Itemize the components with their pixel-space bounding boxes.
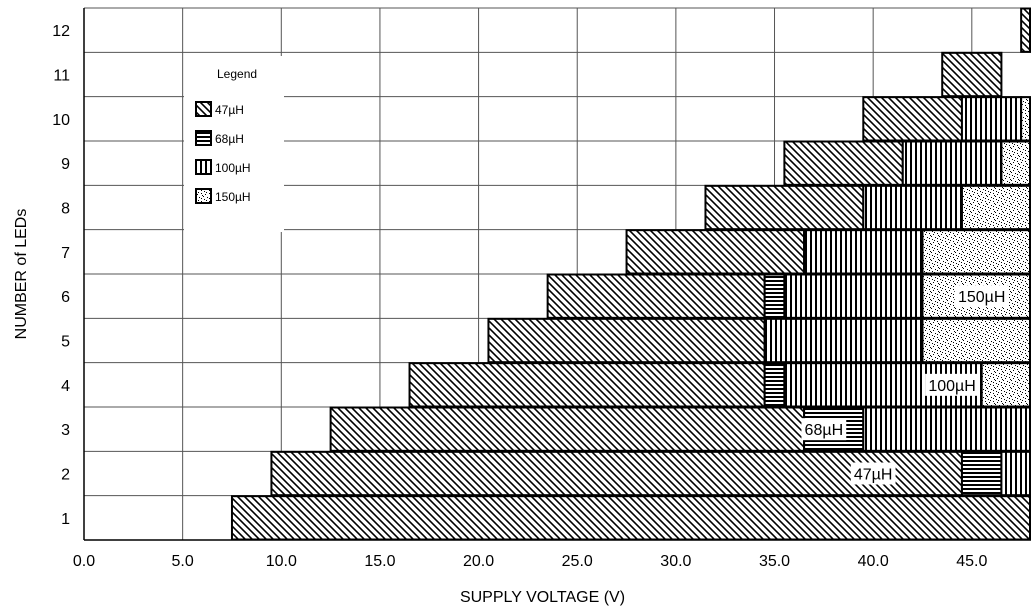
bar-segment-4-leds-i47 bbox=[408, 362, 766, 408]
bar-annotation-label: 68µH bbox=[805, 422, 844, 439]
bar-segment-3-leds-i100 bbox=[862, 406, 1031, 452]
bar-annotation-box bbox=[925, 373, 980, 396]
bar-segment-7-leds-i47 bbox=[625, 229, 806, 275]
y-tick-label: 8 bbox=[61, 201, 70, 218]
y-tick-label: 1 bbox=[61, 511, 70, 528]
x-tick-label: 10.0 bbox=[266, 553, 297, 570]
y-tick-label: 3 bbox=[61, 422, 70, 439]
bar-segment-7-leds-i150 bbox=[921, 229, 1031, 275]
y-tick-label: 12 bbox=[52, 23, 70, 40]
y-tick-label: 11 bbox=[53, 68, 70, 85]
legend-swatch-i68 bbox=[195, 130, 212, 146]
x-tick-label: 20.0 bbox=[463, 553, 494, 570]
bar-segment-1-leds-i47 bbox=[230, 495, 1031, 541]
bar-annotations: 47µH 68µH 100µH 150µH bbox=[801, 285, 1009, 485]
x-tick-label: 15.0 bbox=[364, 553, 395, 570]
bar-segment-8-leds-i150 bbox=[960, 184, 1031, 231]
bar-annotation-box bbox=[850, 462, 896, 485]
bar-segment-4-leds-i150 bbox=[980, 362, 1031, 408]
y-tick-label: 9 bbox=[61, 156, 70, 173]
bar-segment-10-leds-i100 bbox=[960, 96, 1023, 142]
legend-label-i47: 47µH bbox=[215, 103, 244, 117]
x-tick-label: 35.0 bbox=[759, 553, 790, 570]
bar-segment-6-leds-i100 bbox=[783, 273, 924, 319]
bar-segment-10-leds-i47 bbox=[862, 96, 963, 142]
y-tick-label: 10 bbox=[52, 112, 70, 129]
legend: Legend 47µH 68µH 100µH 150µH bbox=[184, 56, 284, 232]
x-tick-label: 0.0 bbox=[73, 553, 95, 570]
legend-label-i100: 100µH bbox=[215, 161, 251, 175]
bar-segment-2-leds-i100 bbox=[1000, 450, 1031, 497]
legend-title: Legend bbox=[217, 67, 257, 81]
bar-segment-4-leds-i68 bbox=[763, 362, 786, 408]
x-tick-label: 45.0 bbox=[956, 553, 987, 570]
bar-segment-10-leds-i150 bbox=[1020, 96, 1031, 142]
bar-segment-5-leds-i47 bbox=[487, 317, 766, 364]
legend-swatch-i150 bbox=[195, 188, 212, 204]
x-tick-label: 25.0 bbox=[562, 553, 593, 570]
bar-segment-11-leds-i47 bbox=[941, 51, 1003, 98]
bar-annotation-68µH: 68µH bbox=[801, 418, 847, 441]
y-axis-title: NUMBER of LEDs bbox=[13, 209, 30, 340]
bar-segment-9-leds-i47 bbox=[783, 140, 904, 186]
bar-segment-9-leds-i150 bbox=[1000, 140, 1031, 186]
bar-segment-2-leds-i68 bbox=[960, 450, 1003, 497]
bar-annotation-label: 150µH bbox=[958, 289, 1005, 306]
bar-annotation-box bbox=[801, 418, 847, 441]
legend-label-i150: 150µH bbox=[215, 190, 251, 204]
y-tick-label: 6 bbox=[61, 289, 70, 306]
bar-segment-2-leds-i47 bbox=[270, 450, 963, 497]
bar-annotation-box bbox=[954, 285, 1009, 308]
bar-segment-8-leds-i100 bbox=[862, 184, 963, 231]
bar-segment-6-leds-i68 bbox=[763, 273, 786, 319]
bars bbox=[230, 7, 1031, 541]
bar-segment-8-leds-i47 bbox=[704, 184, 865, 231]
y-tick-label: 5 bbox=[61, 334, 70, 351]
bar-segment-6-leds-i47 bbox=[546, 273, 766, 319]
bar-annotation-100µH: 100µH bbox=[925, 373, 980, 396]
y-tick-label: 7 bbox=[61, 245, 70, 262]
legend-swatch-i47 bbox=[195, 101, 212, 117]
bar-annotation-150µH: 150µH bbox=[954, 285, 1009, 308]
y-tick-label: 2 bbox=[61, 467, 70, 484]
x-tick-label: 5.0 bbox=[172, 553, 194, 570]
bar-segment-5-leds-i150 bbox=[921, 317, 1031, 364]
legend-swatch-i100 bbox=[195, 159, 212, 175]
bar-segment-7-leds-i100 bbox=[803, 229, 924, 275]
bar-segment-12-leds-i47 bbox=[1020, 7, 1031, 53]
bar-segment-5-leds-i100 bbox=[763, 317, 924, 364]
bar-annotation-label: 100µH bbox=[928, 378, 975, 395]
y-tick-label: 4 bbox=[61, 378, 70, 395]
x-tick-label: 40.0 bbox=[858, 553, 889, 570]
axes: 0.0 5.0 10.0 15.0 20.0 25.0 30.0 35.0 40.0 45.012… bbox=[52, 8, 1031, 570]
x-tick-label: 30.0 bbox=[660, 553, 691, 570]
bar-annotation-47µH: 47µH bbox=[850, 462, 896, 485]
x-axis-title: SUPPLY VOLTAGE (V) bbox=[460, 589, 625, 606]
bar-segment-9-leds-i100 bbox=[901, 140, 1003, 186]
bar-segment-3-leds-i47 bbox=[329, 406, 806, 452]
bar-annotation-label: 47µH bbox=[854, 467, 893, 484]
legend-label-i68: 68µH bbox=[215, 132, 244, 146]
